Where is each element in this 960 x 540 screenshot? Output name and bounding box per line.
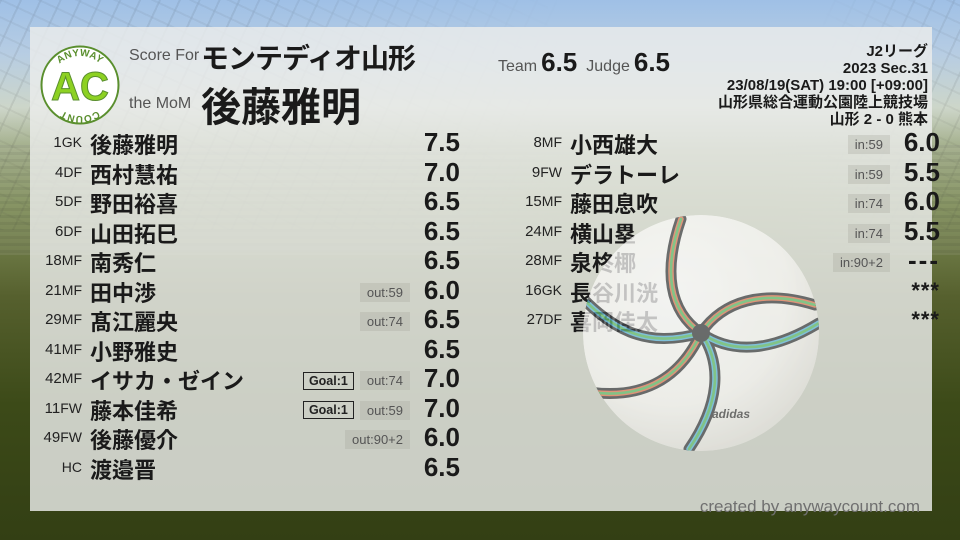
svg-text:AC: AC	[51, 65, 109, 109]
